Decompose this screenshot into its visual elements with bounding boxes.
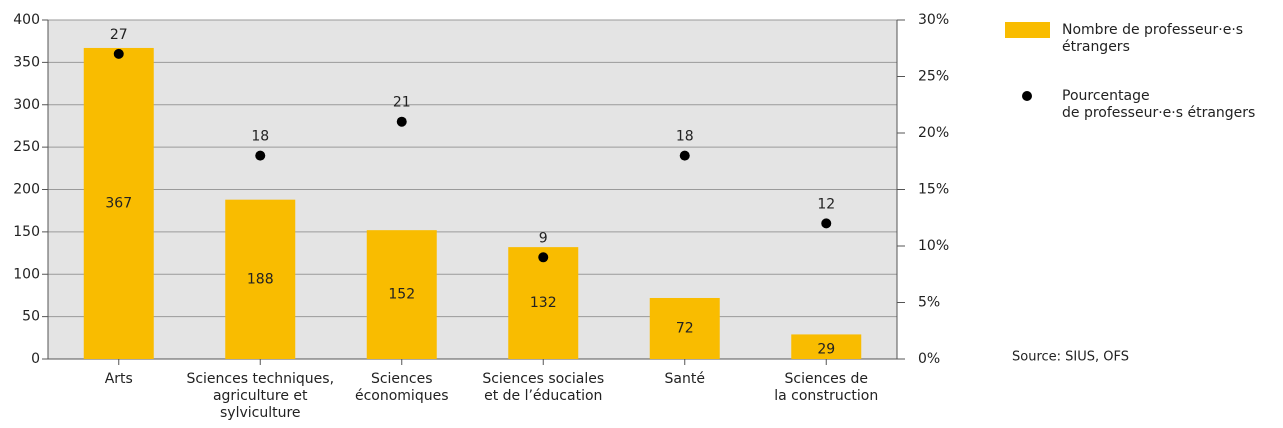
point — [679, 150, 690, 161]
y-tick-label: 250 — [13, 139, 40, 155]
x-tick-label: Sciences économiques — [355, 371, 449, 404]
legend-label: Pourcentage de professeur·e·s étrangers — [1062, 88, 1255, 121]
legend-swatch — [1022, 91, 1032, 101]
y2-tick-label: 15% — [918, 182, 949, 198]
bar-value-label: 367 — [105, 195, 132, 211]
y-tick-label: 150 — [13, 224, 40, 240]
bar — [366, 230, 437, 359]
y2-tick-label: 30% — [918, 12, 949, 28]
y2-tick-label: 25% — [918, 69, 949, 85]
bar — [225, 199, 296, 359]
bar-value-label: 29 — [817, 342, 835, 358]
point-value-label: 18 — [676, 129, 694, 145]
bar-value-label: 152 — [388, 287, 415, 303]
x-tick-label: Sciences de la construction — [774, 371, 878, 404]
x-tick-label: Arts — [105, 371, 133, 387]
y-tick-label: 300 — [13, 97, 40, 113]
legend-label: Nombre de professeur·e·s étrangers — [1062, 22, 1243, 55]
y2-tick-label: 10% — [918, 238, 949, 254]
y2-tick-label: 20% — [918, 125, 949, 141]
y-tick-label: 350 — [13, 54, 40, 70]
point — [255, 150, 266, 161]
legend-swatch — [1005, 22, 1050, 38]
x-tick-label: Sciences techniques, agriculture et sylvic… — [186, 371, 334, 421]
point-value-label: 18 — [251, 129, 269, 145]
point-value-label: 9 — [539, 230, 548, 246]
bar-value-label: 72 — [676, 320, 694, 336]
bar-value-label: 188 — [247, 271, 274, 287]
source: Source: SIUS, OFS — [1012, 350, 1129, 365]
point-value-label: 27 — [110, 27, 128, 43]
y-tick-label: 100 — [13, 266, 40, 282]
y-tick-label: 0 — [31, 351, 40, 367]
bar — [791, 334, 862, 359]
point-value-label: 12 — [817, 196, 835, 212]
y2-tick-label: 0% — [918, 351, 940, 367]
point — [396, 116, 407, 127]
bar — [83, 47, 154, 359]
y-tick-label: 50 — [22, 309, 40, 325]
point — [821, 218, 832, 229]
y2-tick-label: 5% — [918, 295, 940, 311]
x-tick-label: Sciences sociales et de l’éducation — [482, 371, 604, 404]
bar — [649, 297, 720, 359]
y-tick-label: 200 — [13, 182, 40, 198]
y-tick-label: 400 — [13, 12, 40, 28]
x-tick-label: Santé — [665, 371, 705, 387]
point — [538, 252, 549, 263]
point — [113, 48, 124, 59]
point-value-label: 21 — [393, 95, 411, 111]
bar — [508, 247, 579, 359]
bar-value-label: 132 — [530, 295, 557, 311]
